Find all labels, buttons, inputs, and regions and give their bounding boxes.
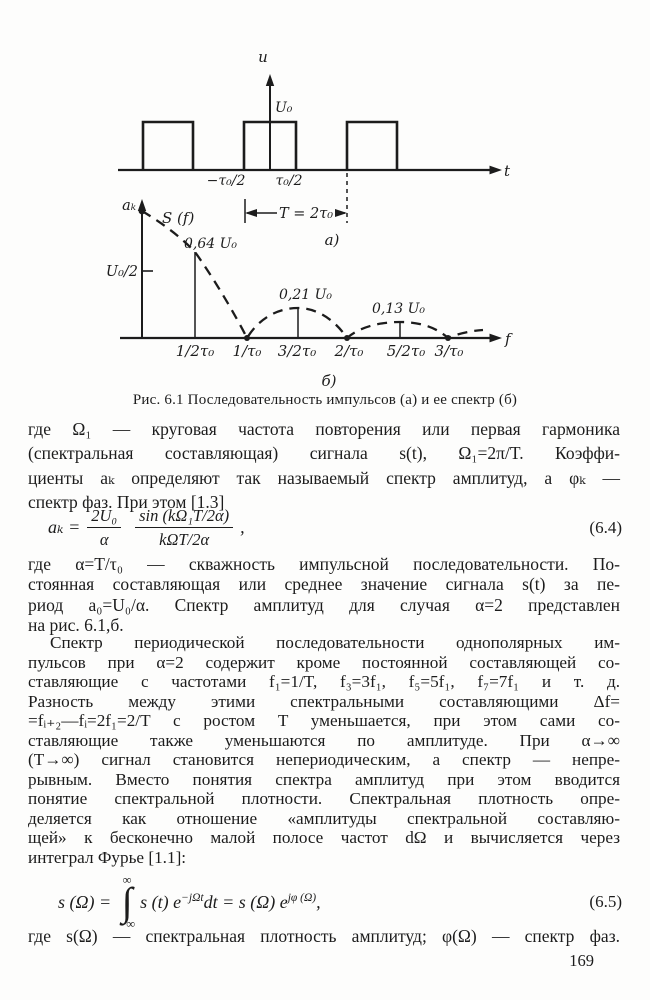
- period-label: T = 2τ₀: [279, 206, 333, 222]
- equation-6-4: aₖ = 2U₀ α sin (kΩ₁T/2α) kΩT/2α ,: [48, 505, 245, 551]
- paragraph-1: где Ω₁ — круговая частота повторения или…: [28, 417, 620, 514]
- peak1-value-label: 0,64 U₀: [184, 236, 237, 252]
- dim-arrow-right-icon: [335, 209, 347, 217]
- spectrum-diagram: aₖ f U₀/2 S (f) 0,64 U₀ 0,21 U₀ 0,13 U₀ …: [106, 198, 513, 390]
- tick-plus-tau-half: τ₀/2: [276, 173, 303, 189]
- eq64-lhs: aₖ =: [48, 517, 81, 538]
- eq65-exponent-1: −jΩt: [181, 891, 204, 904]
- freq-tick-5: 3/τ₀: [435, 342, 464, 360]
- text-line: (T→∞) сигнал становится непериодическим,…: [28, 750, 620, 770]
- ak-axis-arrow-icon: [137, 199, 147, 211]
- u-axis-arrow-icon: [265, 74, 275, 86]
- text-line: риод a₀=U₀/α. Спектр амплитуд для случая…: [28, 594, 620, 615]
- text-line: где Ω₁ — круговая частота повторения или…: [28, 419, 620, 439]
- text-line: деляется как отношение «амплитуды спектр…: [28, 808, 620, 828]
- eq64-fraction-1: 2U₀ α: [87, 505, 122, 551]
- text-line: (спектральная составляющая) сигнала s(t)…: [28, 443, 620, 464]
- eq64-frac1-denominator: α: [99, 530, 109, 550]
- text-line: Разность между этими спектральными соста…: [28, 691, 620, 711]
- null-dot-1: [244, 335, 250, 341]
- dim-arrow-left-icon: [245, 209, 257, 217]
- text-line: ставляющие с частотами f₁=1/T, f₃=3f₁, f…: [28, 672, 620, 692]
- equation-6-5-number: (6.5): [589, 892, 622, 911]
- time-axis-label: t: [504, 162, 511, 180]
- null-dot-2: [344, 335, 350, 341]
- paragraph-4: где s(Ω) — спектральная плотность амплит…: [28, 926, 620, 947]
- integral-with-limits: ∞ ∫ −∞: [119, 874, 135, 930]
- null-dot-3: [445, 335, 451, 341]
- integral-upper-limit: ∞: [122, 873, 132, 887]
- text-line: где s(Ω) — спектральная плотность амплит…: [28, 926, 620, 946]
- sinc-envelope-curve: [141, 210, 484, 341]
- eq65-expression: s (t) e−jΩtdt = s (Ω) ejφ (Ω),: [140, 892, 321, 913]
- integral-icon: ∫: [121, 878, 133, 924]
- freq-tick-0: 1/2τ₀: [176, 342, 214, 360]
- text-line: ставляющие также уменьшаются по амплитуд…: [28, 730, 620, 750]
- eq64-frac2-denominator: kΩT/2α: [159, 530, 210, 550]
- freq-tick-4: 5/2τ₀: [387, 342, 425, 360]
- text-line: циенты aₖ определяют так называемый спек…: [28, 467, 620, 488]
- time-axis-arrow-icon: [489, 165, 502, 175]
- pulse-train-diagram: t u U₀ −τ₀/2 τ₀/2 T = 2τ₀ а): [118, 48, 511, 249]
- eq64-frac2-numerator: sin (kΩ₁T/2α): [135, 505, 234, 529]
- half-u0-level-label: U₀/2: [106, 264, 138, 280]
- eq65-term-1: s (t) e: [140, 891, 182, 912]
- envelope-label: S (f): [162, 209, 194, 227]
- eq64-frac1-numerator: 2U₀: [87, 505, 122, 529]
- eq65-exponent-2: jφ (Ω): [287, 891, 317, 904]
- text-line: стоянная составляющая или среднее значен…: [28, 574, 620, 595]
- equation-6-4-number: (6.4): [589, 518, 622, 537]
- peak2-value-label: 0,21 U₀: [279, 287, 332, 303]
- eq65-comma: ,: [316, 891, 321, 912]
- peak3-value-label: 0,13 U₀: [372, 301, 425, 317]
- pulse-amplitude-label: U₀: [275, 100, 293, 116]
- u-axis-label: u: [258, 48, 268, 66]
- page-number: 169: [569, 951, 594, 970]
- text-line: на рис. 6.1,б.: [28, 615, 124, 636]
- freq-axis-arrow-icon: [489, 333, 502, 343]
- rect-pulses: [141, 120, 399, 170]
- eq64-comma: ,: [240, 517, 245, 538]
- eq64-fraction-2: sin (kΩ₁T/2α) kΩT/2α: [135, 505, 234, 551]
- ak-axis-label: aₖ: [122, 198, 136, 214]
- figure-6-1: t u U₀ −τ₀/2 τ₀/2 T = 2τ₀ а) aₖ f: [106, 48, 513, 390]
- text-line: Спектр периодической последовательности …: [50, 633, 620, 652]
- eq65-term-2: dt = s (Ω) e: [203, 891, 288, 912]
- part-a-label: а): [325, 231, 340, 249]
- part-b-label: б): [321, 372, 336, 390]
- eq65-lhs: s (Ω) =: [58, 891, 112, 912]
- freq-tick-1: 1/τ₀: [233, 342, 262, 360]
- freq-tick-3: 2/τ₀: [334, 342, 364, 360]
- text-line: пульсов при α=2 содержит кроме постоянно…: [28, 652, 620, 672]
- text-line: интеграл Фурье [1.1]:: [28, 848, 187, 868]
- freq-axis-label: f: [504, 330, 513, 348]
- equation-6-5: s (Ω) = ∞ ∫ −∞ s (t) e−jΩtdt = s (Ω) ejφ…: [58, 874, 321, 930]
- paragraph-2: где α=T/τ₀ — скважность импульсной после…: [28, 554, 620, 636]
- integral-lower-limit: −∞: [119, 916, 136, 931]
- freq-tick-2: 3/2τ₀: [278, 342, 316, 360]
- text-line: спектр фаз. При этом [1.3]: [28, 491, 225, 512]
- text-line: где α=T/τ₀ — скважность импульсной после…: [28, 554, 620, 574]
- text-line: рывным. Вместо понятия спектра амплитуд …: [28, 769, 620, 789]
- paragraph-3: Спектр периодической последовательности …: [28, 633, 620, 868]
- tick-minus-tau-half: −τ₀/2: [207, 173, 246, 189]
- text-line: щей» к бесконечно малой полосе частот dΩ…: [28, 828, 620, 848]
- text-line: понятие спектральной плотности. Спектрал…: [28, 789, 620, 809]
- text-line: =fᵢ₊₂—fᵢ=2f₁=2/T с ростом T уменьшается,…: [28, 711, 620, 731]
- figure-caption: Рис. 6.1 Последовательность импульсов (а…: [132, 392, 518, 408]
